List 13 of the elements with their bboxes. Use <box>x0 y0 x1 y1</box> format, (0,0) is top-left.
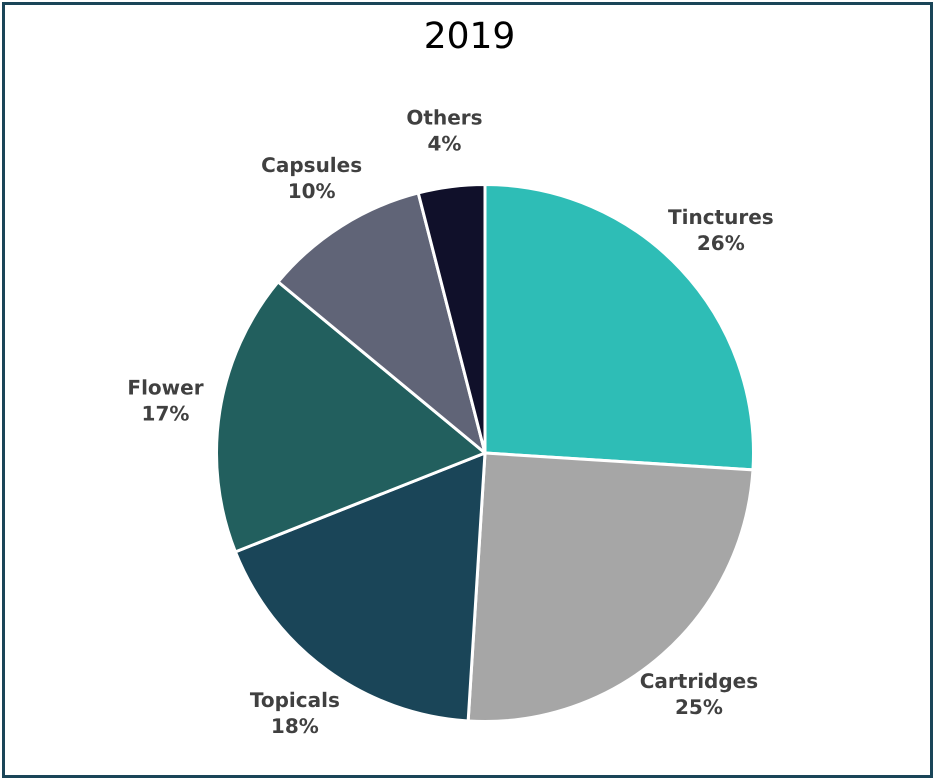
slice-label: Tinctures <box>668 204 774 229</box>
data-label: 10% <box>288 179 336 204</box>
slice-label: Topicals <box>250 688 340 712</box>
data-label: 26% <box>696 230 745 255</box>
slice-label: Flower <box>127 376 204 400</box>
data-label: 17% <box>142 402 190 426</box>
data-label: 4% <box>427 131 462 156</box>
slice-label: Cartridges <box>640 668 758 693</box>
data-label: 18% <box>270 714 319 738</box>
slice-label: Others <box>406 105 483 130</box>
data-label: 25% <box>674 694 723 719</box>
slice-label: Capsules <box>261 153 362 178</box>
chart-title: 2019 <box>422 16 516 57</box>
